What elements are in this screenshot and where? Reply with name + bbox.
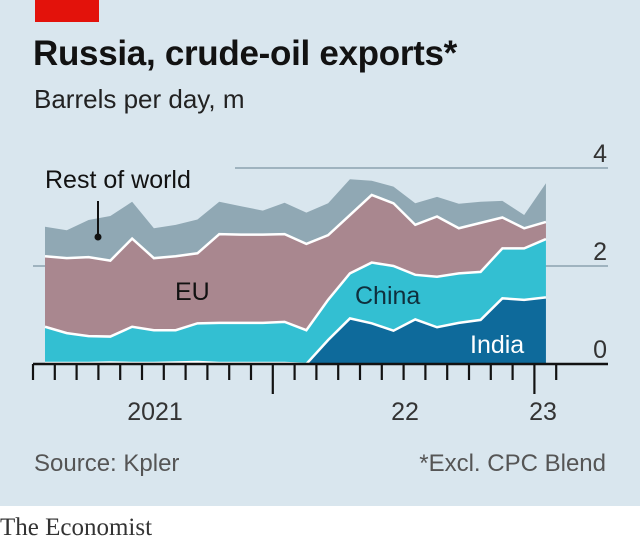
area-rest-of-world bbox=[45, 179, 546, 261]
legend-label-rest-of-world: Rest of world bbox=[45, 166, 191, 194]
y-tick-label: 2 bbox=[593, 238, 607, 266]
chart-title: Russia, crude-oil exports* bbox=[33, 34, 457, 73]
y-tick-label: 0 bbox=[593, 336, 607, 364]
x-tick-label: 2021 bbox=[127, 398, 183, 426]
area-china bbox=[45, 239, 546, 364]
rest-of-world-pointer-dot bbox=[94, 233, 102, 241]
area-india bbox=[45, 297, 546, 364]
footnote: *Excl. CPC Blend bbox=[419, 450, 606, 477]
legend-label-eu: EU bbox=[175, 278, 210, 306]
area-eu bbox=[45, 194, 546, 337]
separator-eu bbox=[44, 193, 547, 262]
source-note: Source: Kpler bbox=[34, 450, 180, 477]
economist-brand: The Economist bbox=[0, 514, 153, 541]
legend-label-china: China bbox=[355, 282, 420, 310]
x-tick-label: 23 bbox=[529, 398, 557, 426]
red-tag-logo bbox=[35, 0, 99, 22]
separator-china bbox=[44, 237, 547, 338]
legend-label-india: India bbox=[470, 331, 524, 359]
y-tick-label: 4 bbox=[593, 140, 607, 168]
x-tick-label: 22 bbox=[391, 398, 419, 426]
chart-subtitle: Barrels per day, m bbox=[34, 84, 245, 114]
